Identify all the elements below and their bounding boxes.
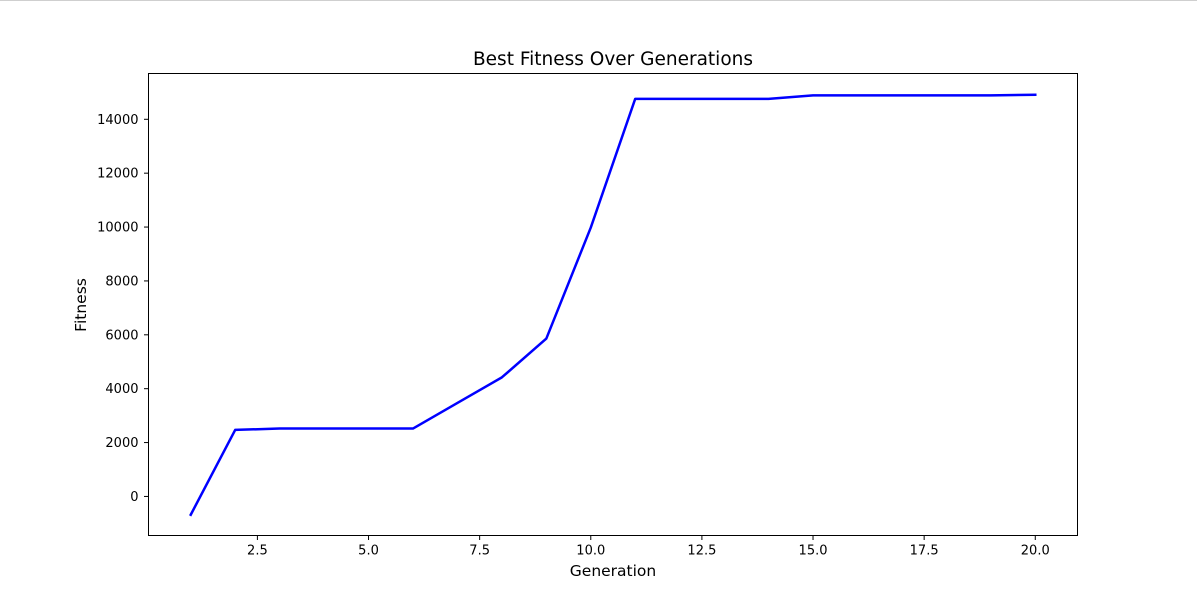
- y-tick-label: 14000: [97, 113, 138, 128]
- x-tick-label: 12.5: [687, 544, 716, 559]
- y-axis-ticks: 0 2000 4000 6000 8000 10000 12000 14000: [97, 113, 149, 505]
- window-top-border: [0, 0, 1197, 1]
- series-line-0: [189, 93, 1037, 517]
- x-tick-label: 2.5: [247, 544, 268, 559]
- x-tick-label: 15.0: [799, 544, 828, 559]
- x-axis-ticks: 2.5 5.0 7.5 10.0 12.5 15.0 17.5 20.0: [247, 535, 1050, 559]
- x-tick-label: 7.5: [469, 544, 490, 559]
- x-tick-label: 17.5: [910, 544, 939, 559]
- y-tick-label: 0: [130, 490, 138, 505]
- x-tick-label: 5.0: [358, 544, 379, 559]
- y-tick-label: 10000: [97, 221, 138, 236]
- x-tick-label: 10.0: [576, 544, 605, 559]
- y-tick-label: 12000: [97, 167, 138, 182]
- y-tick-label: 4000: [105, 382, 138, 397]
- chart-title: Best Fitness Over Generations: [473, 49, 753, 70]
- y-tick-label: 6000: [105, 328, 138, 343]
- x-tick-label: 20.0: [1021, 544, 1050, 559]
- plot-area: [148, 73, 1078, 536]
- y-tick-label: 8000: [105, 274, 138, 289]
- y-axis-label: Fitness: [72, 278, 90, 332]
- x-axis-label: Generation: [570, 562, 656, 580]
- y-tick-label: 2000: [105, 436, 138, 451]
- plot-frame: [148, 73, 1078, 536]
- series-layer: [189, 93, 1037, 517]
